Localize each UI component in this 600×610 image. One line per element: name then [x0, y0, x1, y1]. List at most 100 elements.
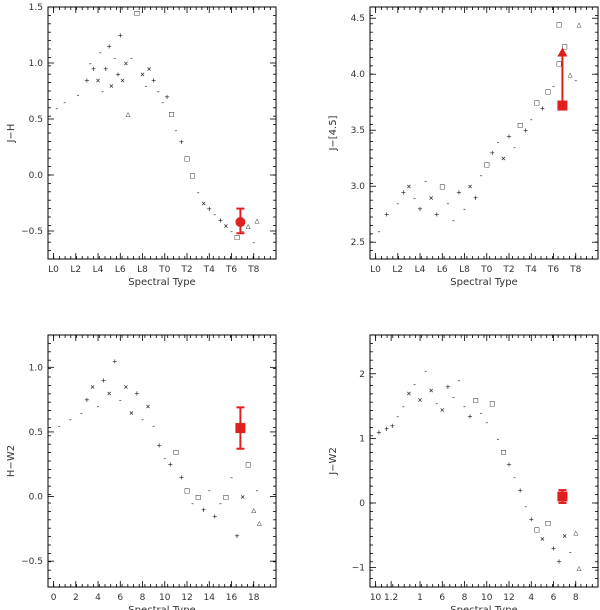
data-point: - [160, 98, 165, 107]
data-point: + [507, 460, 512, 469]
data-point: + [518, 486, 523, 495]
data-point: △ [257, 518, 262, 527]
y-tick-label: 1.5 [29, 3, 43, 13]
data-point: × [201, 199, 206, 208]
data-point: △ [255, 216, 260, 225]
data-point: - [401, 402, 406, 411]
data-point: - [451, 392, 456, 401]
data-point: + [107, 42, 112, 51]
data-point: △ [568, 70, 573, 79]
y-tick-label: 0.5 [29, 115, 43, 125]
x-axis-title: Spectral Type [450, 605, 517, 610]
x-tick-label: 6 [439, 593, 445, 603]
data-point: - [118, 396, 123, 405]
x-tick-label: 10 [370, 593, 382, 603]
data-point: + [112, 357, 117, 366]
x-tick-label: 2 [73, 593, 79, 603]
x-tick-label: T2 [502, 265, 514, 275]
data-point: × [224, 221, 229, 230]
data-point: □ [557, 59, 562, 68]
data-point: + [434, 210, 439, 219]
highlight-point [235, 217, 246, 228]
data-point: - [229, 227, 234, 236]
data-point: - [462, 205, 467, 214]
data-point: + [418, 205, 423, 214]
data-point: + [384, 425, 389, 434]
data-point: - [62, 98, 67, 107]
data-point: × [240, 493, 245, 502]
data-point: × [468, 182, 473, 191]
y-tick-label: 3.0 [351, 182, 366, 192]
data-point: □ [562, 42, 567, 51]
panel-j-4.5: L0 L2 L4 L6 L8 T0 T2 T4 T6 T8 4.5 4.0 3.5 3.0 2.5 Spect… [328, 6, 599, 288]
highlight-point [557, 491, 568, 502]
data-point: □ [484, 160, 489, 169]
data-point: + [85, 396, 90, 405]
data-point: + [507, 132, 512, 141]
data-point: - [395, 199, 400, 208]
data-point: - [143, 81, 148, 90]
data-point: - [98, 48, 103, 57]
y-tick-label: 1.0 [29, 363, 44, 373]
x-tick-label: 8 [573, 593, 579, 603]
x-tick-label: L6 [437, 265, 448, 275]
data-point: × [109, 81, 114, 90]
data-point: - [229, 473, 234, 482]
x-tick-label: L8 [137, 265, 148, 275]
y-tick-label: −1 [352, 564, 365, 574]
data-point: - [434, 399, 439, 408]
data-point: - [100, 87, 105, 96]
data-point: × [562, 531, 567, 540]
data-point: - [495, 434, 500, 443]
y-tick-label: 3.5 [351, 126, 365, 136]
data-point: × [440, 405, 445, 414]
data-point: × [418, 396, 423, 405]
x-tick-label: 4 [95, 593, 101, 603]
y-axis-title: J−[4.5] [328, 115, 339, 151]
x-tick-label: T0 [480, 265, 492, 275]
x-tick-label: T4 [203, 265, 215, 275]
data-point: □ [546, 518, 551, 527]
highlight-point [557, 100, 568, 111]
data-point: □ [490, 399, 495, 408]
data-point: □ [169, 109, 174, 118]
data-point: - [484, 418, 489, 427]
data-point: × [501, 154, 506, 163]
x-tick-label: 18 [248, 593, 260, 603]
data-point: + [207, 205, 212, 214]
data-point: - [190, 499, 195, 508]
data-point: + [179, 473, 184, 482]
data-point: - [255, 486, 260, 495]
data-point: + [91, 65, 96, 74]
x-tick-label: T8 [247, 265, 259, 275]
data-point: - [457, 376, 462, 385]
y-tick-label: 1 [359, 434, 365, 444]
x-tick-label: 10 [159, 593, 171, 603]
x-tick-label: 8 [462, 593, 468, 603]
data-point: + [151, 76, 156, 85]
data-point: - [96, 402, 101, 411]
x-tick-label: 12 [503, 593, 514, 603]
panel-h-w2: 0 2 4 6 8 10 12 14 16 18 1.0 0.5 0.0 −0.5 Spectral Typ… [6, 334, 277, 610]
data-point: + [179, 137, 184, 146]
data-point: + [157, 441, 162, 450]
y-tick-label: 0.0 [29, 493, 44, 503]
data-point: - [112, 53, 117, 62]
y-tick-label: 4.5 [351, 14, 365, 24]
x-tick-label: T4 [525, 265, 537, 275]
data-point: × [123, 383, 128, 392]
x-tick-label: L8 [459, 265, 470, 275]
data-point: □ [246, 460, 251, 469]
y-tick-label: 0.5 [29, 428, 43, 438]
data-point: △ [126, 109, 131, 118]
data-point: - [568, 547, 573, 556]
data-point: + [376, 428, 381, 437]
data-point: - [196, 188, 201, 197]
data-point: + [540, 104, 545, 113]
y-tick-label: 0 [359, 499, 365, 509]
data-point: - [140, 415, 145, 424]
data-point: + [212, 512, 217, 521]
data-point: × [407, 389, 412, 398]
